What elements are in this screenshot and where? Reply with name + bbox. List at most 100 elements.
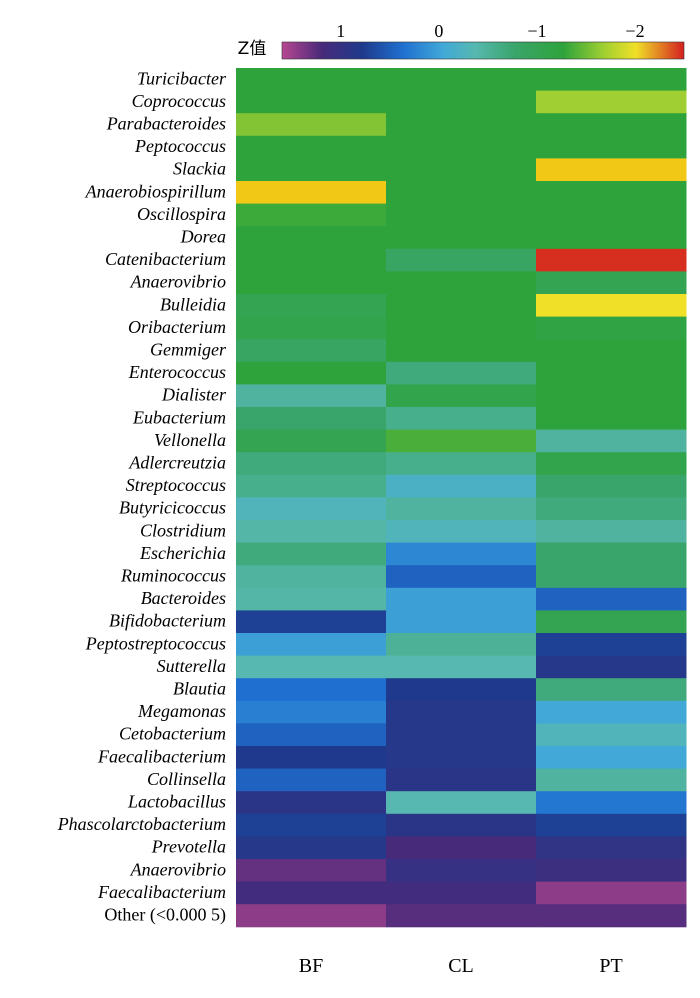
row-label: Eubacterium [132,407,226,427]
heatmap-cell [386,271,537,295]
row-label: Ruminococcus [120,566,226,586]
heatmap-cell [236,361,387,385]
heatmap-cell [536,429,687,453]
heatmap-cell [536,768,687,792]
heatmap-cell [536,226,687,250]
heatmap-cell [236,723,387,747]
heatmap-cell [386,158,537,182]
row-label: Adlercreutzia [128,453,226,473]
row-label: Dialister [161,385,227,405]
heatmap-cell [536,700,687,724]
heatmap-cell [236,226,387,250]
heatmap-cell [236,294,387,318]
heatmap-cell [536,497,687,521]
heatmap-cell [536,271,687,295]
heatmap-cell [386,474,537,498]
heatmap-cell [386,813,537,837]
heatmap-cell [236,791,387,815]
colorbar-tick-label: −1 [527,21,546,41]
column-label: BF [299,955,323,977]
heatmap-cell [536,474,687,498]
heatmap-cell [236,881,387,905]
column-labels: BF CL PT [299,955,623,977]
row-label: Escherichia [139,543,226,563]
heatmap-cell [386,113,537,137]
heatmap-cell [386,904,537,928]
row-label: Prevotella [151,837,226,857]
row-label: Oscillospira [137,204,226,224]
heatmap-cell [386,407,537,431]
row-label: Vellonella [154,430,226,450]
heatmap-cell [236,384,387,408]
row-labels: TuricibacterCoprococcusParabacteroidesPe… [57,68,227,925]
row-label: Butyricicoccus [119,498,226,518]
colorbar-ticks: 1 0 −1 −2 [336,21,644,41]
heatmap-cell [536,90,687,114]
colorbar-title: Z值 [238,39,267,59]
heatmap-cell [536,339,687,363]
heatmap-cell [236,746,387,770]
column-label: PT [599,955,622,977]
row-label: Catenibacterium [105,249,226,269]
heatmap-cell [536,678,687,702]
heatmap-cell [236,271,387,295]
heatmap-cell [386,746,537,770]
heatmap-cell [386,294,537,318]
heatmap-cell [236,68,387,92]
heatmap-cell [536,68,687,92]
row-label: Lactobacillus [127,792,226,812]
heatmap-cell [236,316,387,340]
row-label: Turicibacter [137,68,227,88]
heatmap-cell [236,904,387,928]
heatmap-cell [386,565,537,589]
row-label: Dorea [180,227,226,247]
heatmap-cell [236,90,387,114]
heatmap-cell [236,248,387,272]
heatmap-cell [386,316,537,340]
row-label: Clostridium [140,520,226,540]
heatmap-cell [386,791,537,815]
heatmap-cell [236,135,387,159]
heatmap-cell [386,384,537,408]
heatmap-cell [236,497,387,521]
heatmap-cell [536,316,687,340]
heatmap-cell [236,655,387,679]
row-label: Cetobacterium [119,724,226,744]
heatmap-cell [236,587,387,611]
heatmap-cell [386,700,537,724]
row-label: Gemmiger [150,340,227,360]
row-label: Peptococcus [134,136,226,156]
heatmap-cell [536,452,687,476]
heatmap-cell [236,700,387,724]
heatmap-cell [536,813,687,837]
row-label: Sutterella [157,656,226,676]
heatmap-cell [236,203,387,227]
heatmap-cell [236,474,387,498]
heatmap-cell [386,203,537,227]
heatmap-cell [536,384,687,408]
heatmap-cell [536,904,687,928]
row-label: Oribacterium [128,317,226,337]
heatmap-cell [236,520,387,544]
colorbar-gradient [281,41,685,60]
heatmap-cell [236,429,387,453]
heatmap-cell [536,565,687,589]
heatmap-cell [386,248,537,272]
heatmap-cell [536,610,687,634]
heatmap-cell [536,746,687,770]
row-label: Megamonas [137,701,226,721]
row-label: Blautia [173,679,226,699]
heatmap-cell [236,813,387,837]
heatmap-cell [386,655,537,679]
row-label: Other (<0.000 5) [104,905,226,926]
heatmap-cell [536,135,687,159]
heatmap-cell [236,610,387,634]
heatmap-cell [536,248,687,272]
heatmap-cell [386,587,537,611]
row-label: Anaerobiospirillum [85,181,226,201]
heatmap-cell [386,339,537,363]
heatmap-cell [386,678,537,702]
row-label: Bifidobacterium [109,611,226,631]
heatmap-cell [536,655,687,679]
heatmap-cell [536,836,687,860]
